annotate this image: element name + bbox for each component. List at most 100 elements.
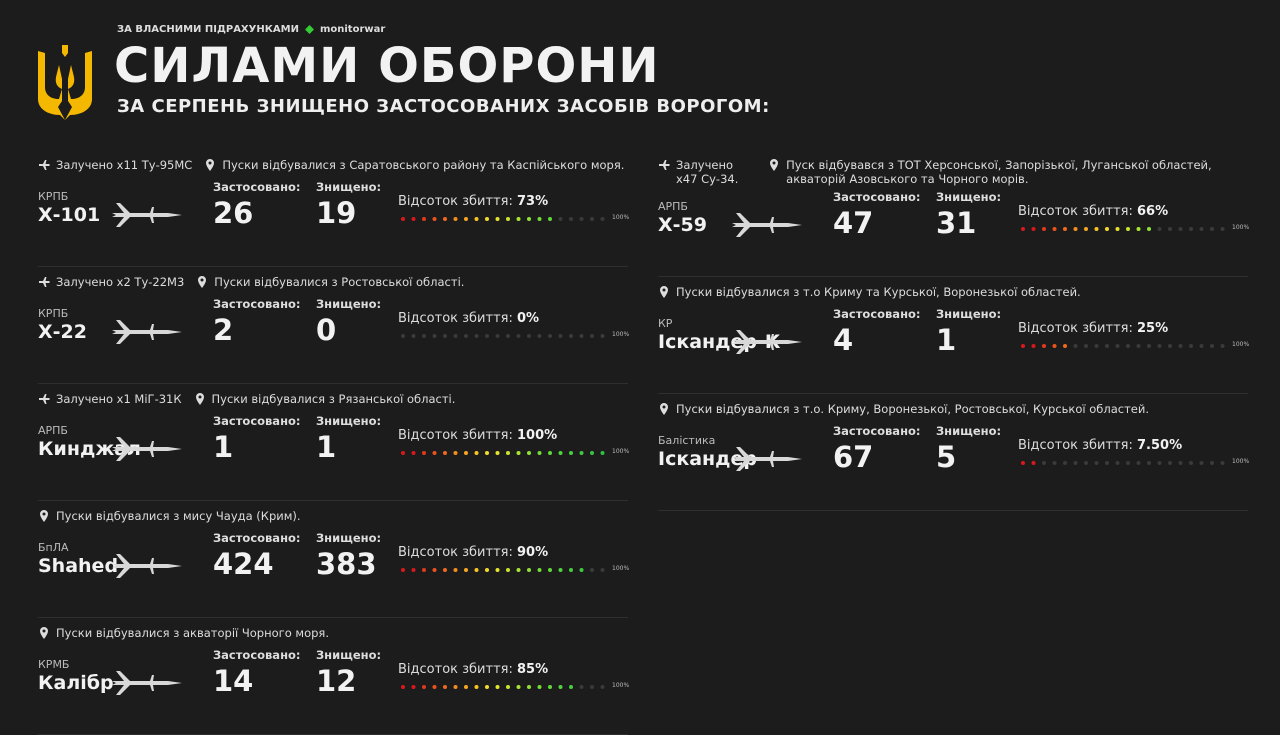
rate-dot [1031,344,1036,348]
weapon-icon [112,671,182,695]
destroyed-value: 1 [316,430,337,464]
rate-dot [600,568,605,572]
rate-dot [527,685,531,689]
rate-value: 73% [517,194,549,209]
launched-label: Застосовано: [213,648,301,662]
card-body: КРПБ Х-22 Застосовано: 2 Знищено: 0 Відсоток з… [38,293,629,377]
rate-dot [579,685,584,689]
launched-label: Застосовано: [213,531,301,545]
rate-dot [579,334,584,338]
rate-dot [1094,227,1099,231]
rate-dot [1126,227,1130,231]
left-column: Залучено x11 Ту-95МС Пуски відбувалися з … [38,150,630,735]
subtitle: ЗА СЕРПЕНЬ ЗНИЩЕНО ЗАСТОСОВАНИХ ЗАСОБІВ … [117,96,770,117]
rate-dot [453,685,458,689]
glyph [39,160,50,170]
rate-dot [432,568,437,572]
pin-icon [770,159,779,171]
rate-dot [600,685,605,689]
launched-value: 4 [833,323,854,357]
glyph [39,394,50,404]
card-header: Залучено x47 Су-34. Пуск відбувався з ТОТ… [658,158,1248,186]
rate-dot [1052,227,1057,231]
rate-dot [474,568,479,572]
rate-dot [579,451,584,455]
rate-dot [464,451,468,455]
weapon-name: Кинджал [38,438,141,460]
rate-dot [537,685,542,689]
rate-dot [548,685,552,689]
rate: Відсоток збиття: 0% [398,311,539,326]
rate-dot [506,685,510,689]
rate-label: Відсоток збиття: [398,545,513,560]
weapon-name: Shahed [38,555,119,577]
rate-dot [432,451,437,455]
rate-dot [1220,344,1225,348]
launched-value: 47 [833,206,874,240]
rate-dot [1073,344,1078,348]
scale-max: 100% [612,448,630,455]
pin-icon [660,286,668,298]
launched-value: 2 [213,313,234,347]
rate-dot [495,334,500,338]
rate-dot [453,217,458,221]
weapon-class: АРПБ [38,424,68,437]
plane-icon [39,394,50,404]
rate-dot [464,217,468,221]
rate-label: Відсоток збиття: [398,662,513,677]
plane-icon [39,160,50,170]
card-body: БпЛА Shahed Застосовано: 424 Знищено: 383 Відс… [38,527,629,611]
rate-dot [548,217,552,221]
rate-dot [453,334,458,338]
launched-label: Застосовано: [833,424,921,438]
destroyed-label: Знищено: [316,531,382,545]
rate-dot [1157,461,1162,465]
silhouette [112,203,182,227]
rate-dot [1052,461,1057,465]
rate-dots [401,334,605,338]
rate-dot [485,685,489,689]
destroyed-value: 19 [316,196,357,230]
rate-dot [537,334,542,338]
rate-dot [485,451,489,455]
card-header: Пуски відбувалися з т.о Криму та Курсько… [658,285,1248,303]
location-text: Пуски відбувалися з Саратовського району… [222,158,625,172]
weapon-icon [732,330,802,354]
rate-dot [411,685,416,689]
rate-dots [1021,227,1225,231]
rate-dot [537,568,542,572]
location: Пуски відбувалися з Ростовської області. [196,275,464,289]
weapon-icon [112,320,182,344]
rate-dot [1105,461,1109,465]
rate-dot [516,451,521,455]
silhouette [112,554,182,578]
rate-dot [569,568,573,572]
pin-icon [198,276,207,288]
rate-label: Відсоток збиття: [398,194,513,209]
location-text: Пуски відбувалися з т.о. Криму, Воронезь… [676,402,1150,416]
rate-label: Відсоток збиття: [1018,321,1133,336]
location-text: Пуски відбувалися з Рязанської області. [211,392,456,406]
rate-dots [401,217,605,221]
silhouette [732,330,802,354]
rate-dots [401,568,605,572]
rate-dot [548,568,552,572]
location: Пуски відбувалися з мису Чауда (Крим). [38,509,301,523]
rate: Відсоток збиття: 73% [398,194,548,209]
rate-dot [474,217,479,221]
location-text: Пуски відбувалися з т.о Криму та Курсько… [676,285,1081,299]
rate-dot [590,217,594,221]
rate-dot [537,451,542,455]
destroyed-value: 0 [316,313,337,347]
location-text: Пуски відбувалися з Ростовської області. [214,275,465,289]
scale-max: 100% [1232,341,1250,348]
glyph [770,159,779,171]
weapon-icon [732,447,802,471]
rate-dot [464,568,468,572]
glyph [660,286,668,298]
rate-dot [1126,461,1130,465]
rate-dot [1199,461,1204,465]
weapon-icon [112,203,182,227]
rate: Відсоток збиття: 66% [1018,204,1168,219]
silhouette [112,320,182,344]
